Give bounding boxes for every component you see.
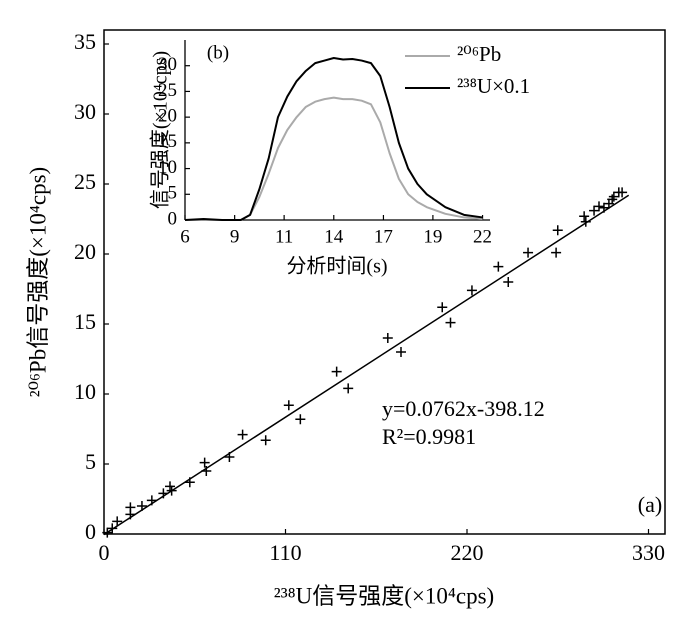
x-tick-label: 330 [632,540,665,565]
scatter-point [343,383,354,394]
x-axis-label: ²³⁸U信号强度(×10⁴cps) [274,583,494,608]
scatter-point [579,211,590,222]
y-tick-label: 15 [74,309,96,334]
scatter-point [552,225,563,236]
y-axis-label: 信号强度(×10⁴cps) [149,51,172,209]
scatter-point [146,495,157,506]
scatter-point [260,435,271,446]
y-tick-label: 5 [85,449,96,474]
scatter-point [136,501,147,511]
y-tick-label: 35 [74,29,96,54]
y-tick-label: 30 [158,54,177,75]
x-tick-label: 14 [324,226,344,247]
panel-label: (b) [207,42,229,63]
scatter-point [295,414,306,425]
annotation: R²=0.9981 [382,424,476,449]
scatter-point [102,527,113,538]
scatter-point [107,523,118,534]
scatter-point [199,457,210,468]
scatter-point [551,247,562,258]
x-tick-label: 220 [451,540,484,565]
x-tick-label: 22 [473,226,492,247]
scatter-point [165,481,175,492]
scatter-point [237,429,248,440]
scatter-point [224,452,235,462]
y-tick-label: 15 [158,131,177,152]
scatter-point [598,202,609,213]
y-tick-label: 25 [74,169,96,194]
x-tick-label: 6 [180,226,190,247]
y-tick-label: 0 [85,519,96,544]
scatter-point [331,366,342,377]
scatter-point [166,485,177,496]
scatter-point [112,516,123,527]
scatter-point [608,191,619,202]
scatter-point [493,261,504,272]
scatter-point [382,333,393,343]
y-tick-label: 20 [74,239,96,264]
y-tick-label: 25 [158,80,177,101]
annotation: y=0.0762x-398.12 [382,396,545,421]
y-tick-label: 30 [74,99,96,124]
scatter-point [184,477,195,488]
x-axis-label: 分析时间(s) [286,255,387,278]
y-axis-label: ²⁰⁶Pb信号强度(×10⁴cps) [25,167,50,397]
scatter-point [617,187,628,198]
scatter-point [158,488,169,499]
y-tick-label: 5 [168,183,178,204]
y-tick-label: 10 [158,157,177,178]
x-tick-label: 19 [423,226,442,247]
y-tick-label: 10 [74,379,96,404]
y-tick-label: 20 [158,106,177,127]
plot-frame [103,29,666,535]
scatter-point [445,317,456,328]
y-tick-label: 0 [168,208,178,229]
scatter-point [589,205,600,216]
x-tick-label: 9 [230,226,240,247]
scatter-point [580,216,591,227]
x-tick-label: 0 [99,540,110,565]
x-tick-label: 110 [269,540,301,565]
scatter-point [437,302,448,313]
fit-line [103,194,630,536]
scatter-point [283,400,294,411]
series-line [184,57,483,221]
scatter-point [201,466,212,476]
scatter-point [523,247,534,258]
scatter-point [503,277,514,287]
scatter-point [594,201,604,212]
scatter-point [125,502,136,513]
legend-label: ²³⁸U×0.1 [457,74,530,98]
x-tick-label: 17 [374,226,393,247]
x-tick-label: 11 [275,226,293,247]
scatter-point [396,347,406,357]
legend-label: ²⁰⁶Pb [457,42,501,66]
panel-label: (a) [638,492,662,517]
scatter-point [466,285,477,296]
